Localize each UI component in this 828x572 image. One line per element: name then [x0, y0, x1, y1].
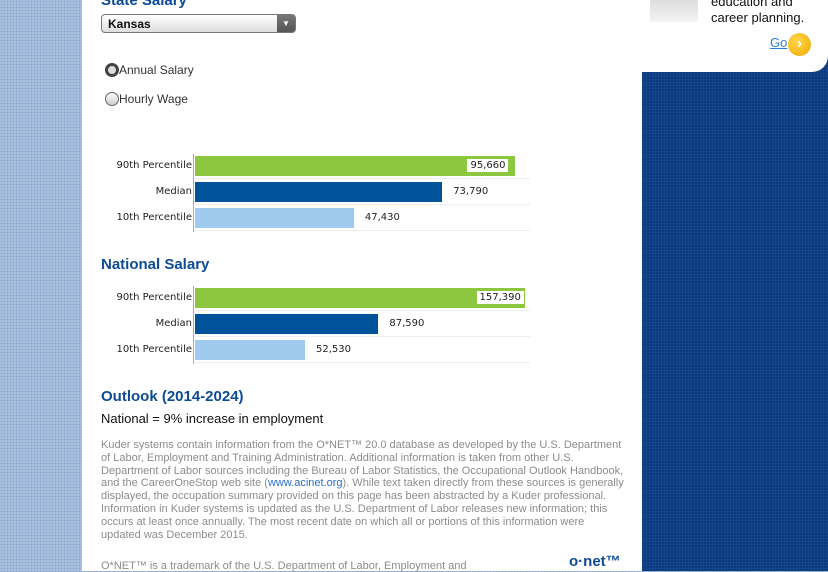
disclaimer-text: ). While text taken directly from these … [101, 477, 624, 541]
category-label: Median [155, 318, 192, 329]
gridline [195, 204, 530, 205]
background-left [0, 0, 82, 571]
data-label: 73,790 [450, 185, 492, 198]
radio-annual-salary[interactable]: Annual Salary [105, 63, 194, 77]
outlook-text: National = 9% increase in employment [101, 411, 324, 426]
disclaimer-text: Kuder systems contain information from t… [101, 439, 624, 490]
bar [195, 288, 525, 308]
state-select[interactable]: Kansas ▼ [101, 14, 296, 33]
data-label: 52,530 [312, 343, 354, 356]
state-select-value: Kansas [108, 17, 151, 31]
outlook-heading: Outlook (2014-2024) [101, 388, 244, 405]
bar [195, 156, 516, 176]
radio-unchecked-icon [105, 92, 119, 106]
radio-label: Annual Salary [119, 63, 194, 77]
category-label: 90th Percentile [116, 292, 193, 303]
national-salary-heading: National Salary [101, 256, 210, 273]
bar [195, 182, 443, 202]
radio-hourly-wage[interactable]: Hourly Wage [105, 92, 188, 106]
bar [195, 314, 379, 334]
promo-card: education and career planning. Go › [642, 0, 828, 72]
disclaimer: Kuder systems contain information from t… [101, 439, 626, 541]
promo-thumbnail [650, 0, 698, 22]
go-link[interactable]: Go [770, 35, 788, 50]
category-label: 10th Percentile [116, 344, 193, 355]
state-salary-heading: State Salary [101, 0, 187, 9]
radio-checked-icon [105, 63, 119, 77]
promo-text: education and career planning. [711, 0, 805, 25]
gridline [195, 178, 530, 179]
acinet-link[interactable]: www.acinet.org [267, 477, 343, 490]
gridline [195, 362, 530, 363]
state-salary-chart: 90th Percentile 95,660 Median 73,790 10th Pe… [82, 154, 542, 234]
right-sidebar: education and career planning. Go › [642, 0, 828, 571]
radio-label: Hourly Wage [119, 92, 188, 106]
data-label: 157,390 [476, 291, 524, 304]
bar [195, 340, 305, 360]
chevron-right-icon[interactable]: › [788, 33, 811, 56]
bar [195, 208, 354, 228]
onet-logo: o·net™ [569, 553, 621, 570]
data-label: 47,430 [361, 211, 403, 224]
category-label: 90th Percentile [116, 160, 193, 171]
category-label: 10th Percentile [116, 212, 193, 223]
main-content: State Salary Kansas ▼ Annual Salary Hourl… [82, 0, 642, 572]
category-label: Median [155, 186, 192, 197]
chart-axis [193, 154, 194, 232]
trademark-text: O*NET™ is a trademark of the U.S. Depart… [101, 560, 467, 572]
data-label: 87,590 [386, 317, 428, 330]
chart-axis [193, 286, 194, 364]
chevron-down-icon: ▼ [277, 15, 295, 32]
gridline [195, 336, 530, 337]
national-salary-chart: 90th Percentile 157,390 Median 87,590 10th P… [82, 286, 542, 366]
gridline [195, 230, 530, 231]
data-label: 95,660 [467, 159, 509, 172]
gridline [195, 310, 530, 311]
